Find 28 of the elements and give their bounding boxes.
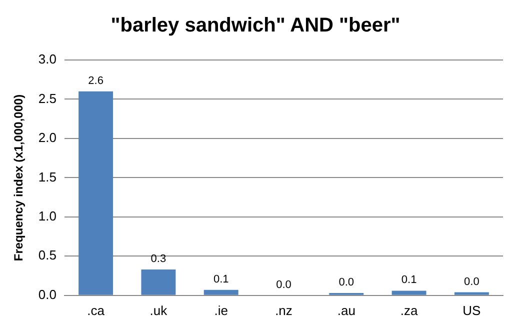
bar — [141, 270, 176, 295]
x-tick-label: .ie — [214, 302, 228, 318]
bar — [204, 290, 238, 295]
data-label: 0.3 — [150, 253, 166, 266]
chart-title: "barley sandwich" AND "beer" — [110, 14, 400, 37]
bar — [392, 290, 426, 295]
y-tick-label: 3.0 — [38, 52, 56, 67]
x-tick-label: US — [462, 302, 482, 318]
y-tick-label: 1.5 — [38, 169, 56, 184]
x-tick-label: .za — [400, 302, 418, 318]
data-label: 0.0 — [338, 276, 354, 289]
data-label: 0.1 — [401, 274, 417, 286]
y-tick-label: 1.0 — [38, 208, 56, 224]
x-tick-label: .ca — [87, 302, 106, 318]
y-tick-label: 2.5 — [38, 90, 56, 106]
bar — [78, 91, 114, 295]
data-label: 0.1 — [213, 273, 229, 286]
y-tick-label: 2.0 — [38, 130, 56, 146]
data-label: 0.0 — [276, 278, 292, 291]
x-tick-label: .au — [337, 302, 356, 318]
data-label: 0.0 — [464, 276, 480, 288]
data-label: 2.6 — [88, 74, 104, 87]
y-tick-label: 0.0 — [38, 286, 56, 302]
y-axis-title: Frequency index (x1,000,000) — [12, 94, 26, 262]
y-tick-label: 0.5 — [38, 248, 56, 263]
x-tick-label: .uk — [150, 302, 168, 318]
bar — [454, 292, 489, 295]
x-tick-label: .nz — [275, 302, 292, 318]
